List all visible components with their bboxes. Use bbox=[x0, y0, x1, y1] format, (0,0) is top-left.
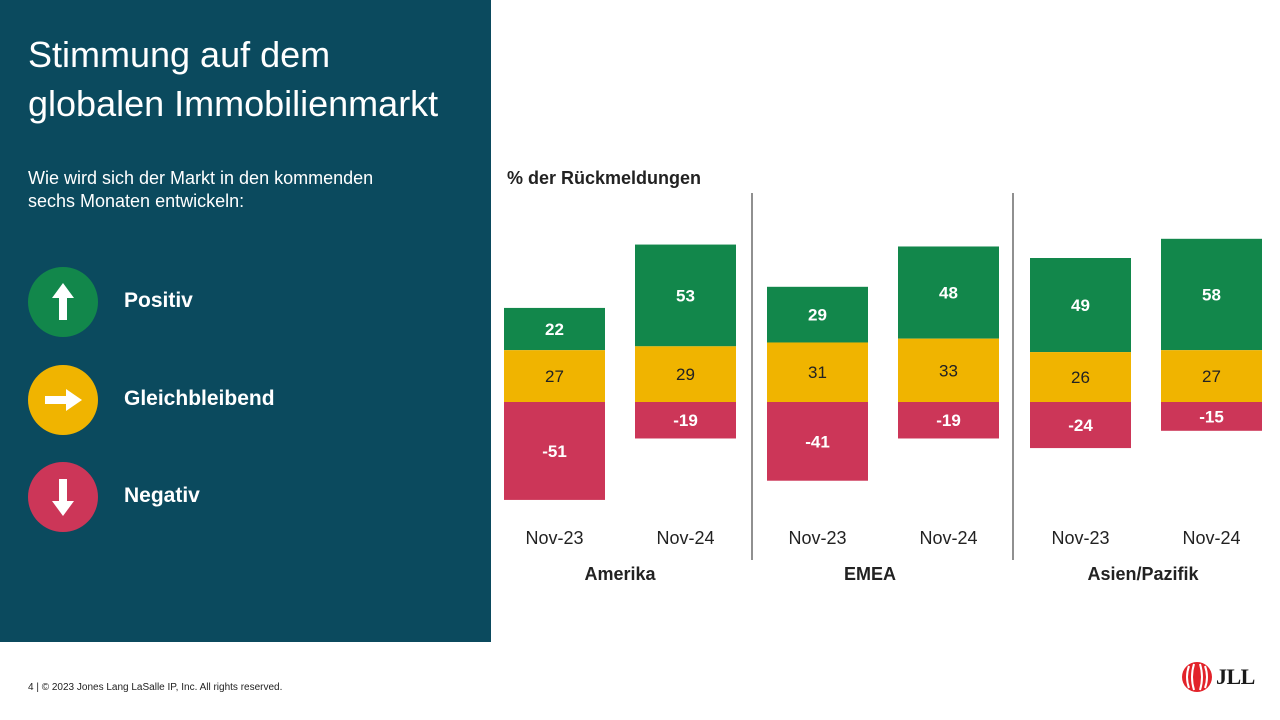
bar-segment-gleichbleibend-6 bbox=[1161, 350, 1262, 402]
bar-segment-negativ-5 bbox=[1030, 402, 1131, 449]
bar-segment-positiv-3 bbox=[767, 286, 868, 343]
bar-segment-negativ-2 bbox=[635, 402, 736, 439]
data-label-positiv-4: 48 bbox=[939, 284, 958, 303]
group-label-3: Asien/Pazifik bbox=[1087, 564, 1199, 584]
legend-item-positiv: Positiv bbox=[28, 267, 468, 337]
question-line-1: Wie wird sich der Markt in den kommenden bbox=[28, 168, 374, 188]
data-label-gleichbleibend-4: 33 bbox=[939, 361, 958, 380]
data-label-gleichbleibend-5: 26 bbox=[1071, 368, 1090, 387]
bar-segment-positiv-6 bbox=[1161, 238, 1262, 351]
chart-title: % der Rückmeldungen bbox=[507, 168, 702, 188]
data-label-gleichbleibend-6: 27 bbox=[1202, 367, 1221, 386]
question-line-2: sechs Monaten entwickeln: bbox=[28, 191, 245, 211]
page-title: Stimmung auf dem globalen Immobilienmark… bbox=[28, 30, 488, 128]
bar-segment-gleichbleibend-3 bbox=[767, 342, 868, 402]
data-label-positiv-5: 49 bbox=[1071, 296, 1090, 315]
x-tick-label-6: Nov-24 bbox=[1182, 528, 1240, 548]
bar-segment-positiv-4 bbox=[898, 246, 999, 339]
jll-logo-icon bbox=[1182, 662, 1212, 692]
data-label-positiv-2: 53 bbox=[676, 286, 695, 305]
data-label-negativ-6: -15 bbox=[1199, 407, 1224, 426]
x-tick-label-2: Nov-24 bbox=[656, 528, 714, 548]
data-label-negativ-4: -19 bbox=[936, 411, 961, 430]
arrow-right-icon bbox=[28, 365, 98, 435]
bar-segment-gleichbleibend-4 bbox=[898, 338, 999, 402]
arrow-up-icon bbox=[28, 267, 98, 337]
data-label-gleichbleibend-2: 29 bbox=[676, 365, 695, 384]
legend-item-gleichbleibend: Gleichbleibend bbox=[28, 365, 468, 435]
footer-copyright: 4 | © 2023 Jones Lang LaSalle IP, Inc. A… bbox=[28, 682, 283, 693]
data-label-gleichbleibend-1: 27 bbox=[545, 367, 564, 386]
data-label-negativ-3: -41 bbox=[805, 432, 830, 451]
bar-segment-positiv-5 bbox=[1030, 258, 1131, 353]
legend-label-gleichbleibend: Gleichbleibend bbox=[124, 387, 275, 410]
bar-segment-negativ-4 bbox=[898, 402, 999, 439]
data-label-gleichbleibend-3: 31 bbox=[808, 363, 827, 382]
left-panel: Stimmung auf dem globalen Immobilienmark… bbox=[0, 0, 491, 642]
x-tick-label-1: Nov-23 bbox=[525, 528, 583, 548]
data-label-positiv-1: 22 bbox=[545, 320, 564, 339]
title-line-1: Stimmung auf dem bbox=[28, 34, 331, 75]
bar-segment-negativ-6 bbox=[1161, 402, 1262, 431]
group-label-2: EMEA bbox=[844, 564, 896, 584]
x-tick-label-5: Nov-23 bbox=[1051, 528, 1109, 548]
bar-segment-gleichbleibend-2 bbox=[635, 346, 736, 402]
logo-text: JLL bbox=[1216, 664, 1255, 689]
data-label-negativ-2: -19 bbox=[673, 411, 698, 430]
bar-segment-negativ-1 bbox=[504, 402, 605, 500]
data-label-positiv-6: 58 bbox=[1202, 285, 1221, 304]
bar-segment-positiv-2 bbox=[635, 244, 736, 347]
bar-segment-positiv-1 bbox=[504, 307, 605, 351]
data-label-positiv-3: 29 bbox=[808, 306, 827, 325]
question-text: Wie wird sich der Markt in den kommenden… bbox=[28, 167, 458, 213]
bar-segment-gleichbleibend-1 bbox=[504, 350, 605, 402]
title-line-2: globalen Immobilienmarkt bbox=[28, 83, 439, 124]
legend-label-positiv: Positiv bbox=[124, 289, 193, 312]
x-tick-label-4: Nov-24 bbox=[919, 528, 977, 548]
bar-segment-gleichbleibend-5 bbox=[1030, 352, 1131, 402]
data-label-negativ-5: -24 bbox=[1068, 416, 1093, 435]
legend-item-negativ: Negativ bbox=[28, 462, 468, 532]
group-label-1: Amerika bbox=[584, 564, 656, 584]
bar-segment-negativ-3 bbox=[767, 402, 868, 481]
x-tick-label-3: Nov-23 bbox=[788, 528, 846, 548]
stacked-bar-chart: 22 27 -51 Nov-23 53 29 -19 Nov-24 29 31 -41 Nov-23 4… bbox=[504, 193, 1262, 584]
legend-label-negativ: Negativ bbox=[124, 484, 200, 507]
data-label-negativ-1: -51 bbox=[542, 442, 567, 461]
arrow-down-icon bbox=[28, 462, 98, 532]
jll-logo: JLL bbox=[1180, 660, 1255, 694]
